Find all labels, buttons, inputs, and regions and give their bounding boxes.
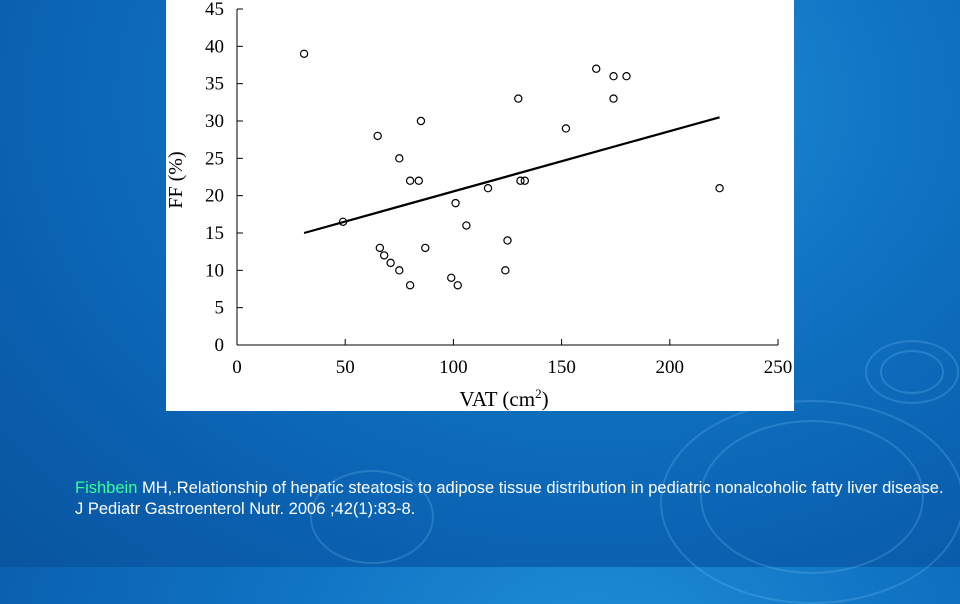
data-point: [447, 273, 456, 282]
y-tick-label: 10: [205, 260, 224, 281]
citation-body: MH,.Relationship of hepatic steatosis to…: [75, 479, 944, 518]
y-tick-label: 35: [205, 74, 224, 95]
data-point: [622, 71, 631, 81]
y-tick-label: 30: [205, 111, 224, 132]
data-point: [609, 94, 618, 103]
data-point: [395, 266, 404, 275]
data-point: [501, 266, 510, 275]
y-tick-label: 25: [205, 148, 224, 169]
x-tick-label: 250: [764, 357, 793, 378]
data-point: [514, 94, 523, 103]
data-point: [338, 217, 348, 226]
data-point: [592, 64, 601, 73]
x-tick-label: 200: [656, 357, 685, 378]
trendline-group: [303, 116, 720, 235]
x-tick-group: 0 50 100 150 200 250: [232, 339, 792, 378]
data-point: [715, 183, 724, 193]
y-tick-label: 45: [205, 0, 224, 20]
data-point: [414, 176, 423, 185]
data-point: [405, 176, 415, 185]
data-point: [373, 131, 382, 141]
citation-author: Fishbein: [75, 479, 138, 497]
data-point: [405, 281, 415, 290]
data-point: [379, 251, 389, 260]
data-point: [421, 243, 430, 253]
data-point: [416, 116, 426, 126]
x-tick-label: 100: [439, 357, 468, 378]
data-point: [520, 176, 530, 185]
trendline: [303, 116, 720, 235]
data-point: [453, 281, 462, 290]
data-point: [299, 49, 309, 59]
data-point: [386, 258, 395, 268]
points-group: [299, 49, 724, 290]
scatter-figure: 0 5 10 15 20 25 30 35 40 45 0 50 100 150 200 250 FF (%…: [166, 0, 794, 411]
data-point: [561, 124, 571, 133]
x-tick-label: 150: [547, 357, 576, 378]
data-point: [462, 221, 471, 230]
data-point: [609, 71, 618, 81]
y-tick-label: 0: [215, 335, 225, 356]
data-point: [503, 236, 512, 245]
x-axis-label: VAT (cm2): [459, 386, 548, 411]
y-tick-label: 5: [215, 298, 225, 319]
y-tick-label: 40: [205, 36, 224, 57]
y-axis-label: FF (%): [166, 151, 187, 208]
data-point: [516, 176, 525, 185]
ripple-decoration: [310, 470, 434, 564]
scatter-chart: 0 5 10 15 20 25 30 35 40 45 0 50 100 150 200 250 FF (%…: [166, 0, 792, 411]
data-point: [483, 183, 493, 193]
y-tick-label: 20: [205, 186, 224, 207]
citation-text: Fishbein MH,.Relationship of hepatic ste…: [75, 478, 955, 520]
data-point: [451, 198, 460, 208]
y-tick-label: 15: [205, 223, 224, 244]
y-tick-group: 0 5 10 15 20 25 30 35 40 45: [205, 0, 243, 356]
x-tick-label: 50: [336, 357, 355, 378]
x-tick-label: 0: [232, 357, 242, 378]
ripple-decoration: [865, 340, 959, 404]
data-point: [375, 243, 385, 253]
data-point: [395, 154, 404, 163]
